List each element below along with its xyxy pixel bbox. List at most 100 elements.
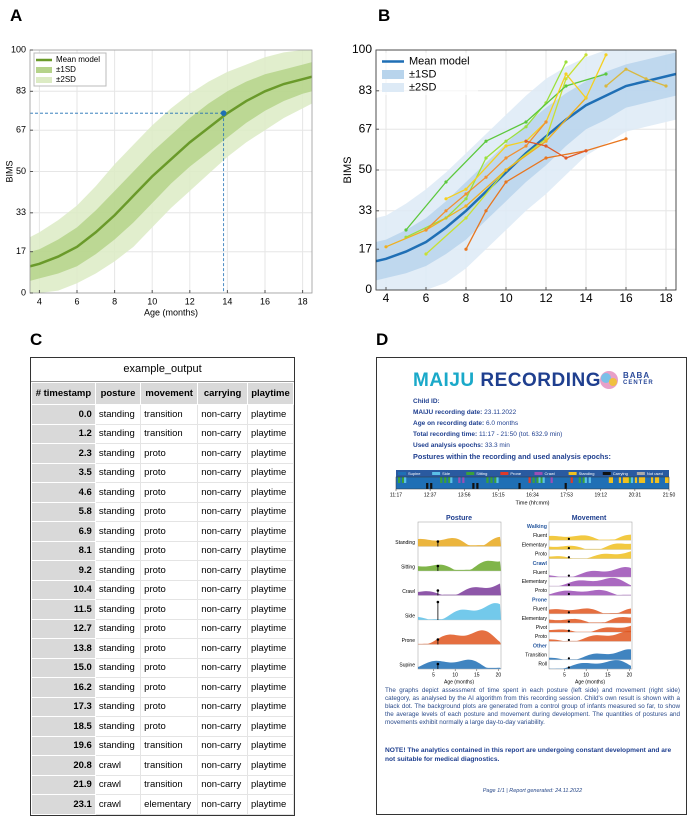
x-tick-label: 14 xyxy=(579,291,593,305)
legend-swatch xyxy=(568,472,577,475)
table-cell: non-carry xyxy=(197,560,248,581)
table-cell: crawl xyxy=(94,794,142,815)
table-cell: standing xyxy=(94,482,142,503)
field-label: Child ID: xyxy=(413,398,440,405)
timeline-segment xyxy=(444,477,447,483)
title-part: MAIJU xyxy=(413,370,475,391)
table-cell: playtime xyxy=(246,423,295,444)
row-label: Supine xyxy=(399,662,415,668)
legend-swatch xyxy=(398,472,406,475)
table-cell: standing xyxy=(94,735,142,756)
y-tick-label: 50 xyxy=(359,162,373,176)
table-cell: proto xyxy=(140,482,199,503)
table-cell: 3.5 xyxy=(31,462,96,483)
table-row: 5.8 standing proto non-carry playtime xyxy=(31,501,295,522)
timeline-segment xyxy=(610,477,613,483)
child-marker xyxy=(567,546,570,550)
trajectory-line xyxy=(445,54,607,200)
trajectory-point xyxy=(564,60,568,64)
table-cell: 17.3 xyxy=(31,696,96,717)
field-value: 11:17 - 21:50 (tot. 632.9 min) xyxy=(478,431,563,438)
child-marker xyxy=(567,592,570,596)
table-cell: proto xyxy=(140,599,199,620)
row-label: Elementary xyxy=(522,542,548,548)
trajectory-point xyxy=(604,53,608,57)
table-row: 11.5 standing proto non-carry playtime xyxy=(31,599,295,620)
y-tick-label: 100 xyxy=(352,42,372,56)
y-tick-label: 50 xyxy=(16,166,26,176)
timeline-tick-label: 12:37 xyxy=(424,492,437,498)
logo-text: BABA xyxy=(623,371,651,380)
density-shape xyxy=(549,617,631,624)
x-tick-label: 5 xyxy=(563,672,566,678)
timeline-segment xyxy=(540,477,543,483)
table-cell: non-carry xyxy=(197,579,248,600)
legend-swatch xyxy=(500,472,509,475)
table-cell: 13.8 xyxy=(31,638,96,659)
logo-text: CENTER xyxy=(623,380,654,386)
density-shape xyxy=(418,603,501,620)
table-cell: playtime xyxy=(246,462,295,483)
child-marker xyxy=(436,564,440,568)
legend-label: Crawl xyxy=(545,471,555,476)
table-cell: standing xyxy=(94,521,142,542)
trajectory-point xyxy=(444,180,448,184)
table-cell: proto xyxy=(140,657,199,678)
table-row: 8.1 standing proto non-carry playtime xyxy=(31,540,295,561)
timeline-segment xyxy=(476,483,479,489)
child-marker xyxy=(567,574,570,577)
table-cell: proto xyxy=(140,618,199,639)
timeline-segment xyxy=(448,477,451,483)
density-shape xyxy=(549,630,631,642)
timeline-segment xyxy=(440,477,443,483)
trajectory-point xyxy=(564,72,568,76)
footer: Page 1/1 | Report generated: 24.11.2022 xyxy=(482,788,583,794)
x-tick-label: 4 xyxy=(37,296,42,306)
trajectory-point xyxy=(604,84,608,88)
trajectory-point xyxy=(464,216,468,220)
timeline-segment xyxy=(588,477,591,483)
legend-label: Not used xyxy=(647,471,663,476)
trajectory-point xyxy=(504,168,508,172)
table-cell: non-carry xyxy=(197,501,248,522)
row-label: Proto xyxy=(535,588,547,594)
table-row: 0.0 standing transition non-carry playtime xyxy=(31,404,295,425)
table-row: 18.5 standing proto non-carry playtime xyxy=(31,716,295,737)
group-label: Walking xyxy=(527,524,547,530)
field: Used analysis epochs: 33.3 min xyxy=(413,442,510,449)
legend-swatch xyxy=(466,472,475,475)
density-shape xyxy=(549,649,631,660)
table-cell: 9.2 xyxy=(31,560,96,581)
timeline-tick-label: 15:15 xyxy=(492,492,505,498)
trajectory-point xyxy=(564,77,568,81)
panel-label: B xyxy=(378,6,391,25)
table-cell: standing xyxy=(94,657,142,678)
table-cell: proto xyxy=(140,638,199,659)
table-cell: playtime xyxy=(246,638,295,659)
legend-label: Supine xyxy=(408,471,421,476)
density-shape xyxy=(549,543,631,550)
legend-label: ±2SD xyxy=(56,75,76,84)
timeline-segment xyxy=(656,477,660,483)
table-cell: playtime xyxy=(246,482,295,503)
table-row: 13.8 standing proto non-carry playtime xyxy=(31,638,295,659)
y-tick-label: 33 xyxy=(359,203,373,217)
table-row: 20.8 crawl transition non-carry playtime xyxy=(31,755,295,776)
note: NOTE! The analytics contained in this re… xyxy=(385,747,672,763)
timeline-segment xyxy=(458,477,461,483)
legend-label: Standing xyxy=(579,471,595,476)
trajectory-line xyxy=(465,138,627,250)
y-axis-label: BIMS xyxy=(4,160,14,182)
trajectory-point xyxy=(544,120,548,124)
timeline-segment xyxy=(578,477,581,483)
trajectory-point xyxy=(444,197,448,201)
table-row: 2.3 standing proto non-carry playtime xyxy=(31,443,295,464)
table-cell: non-carry xyxy=(197,755,248,776)
table-cell: crawl xyxy=(94,774,142,795)
table-cell: 12.7 xyxy=(31,618,96,639)
table-cell: transition xyxy=(140,735,199,756)
column-header: playtime xyxy=(246,382,295,405)
trajectory-point xyxy=(504,180,508,184)
trajectory-point xyxy=(524,144,528,148)
table-cell: playtime xyxy=(246,794,295,815)
